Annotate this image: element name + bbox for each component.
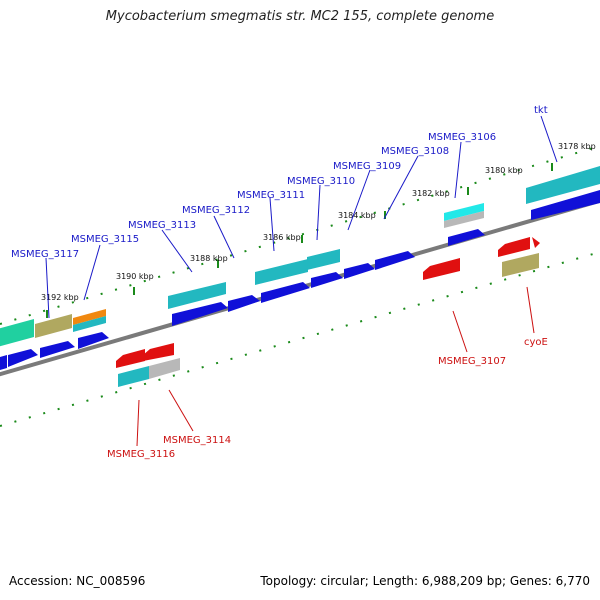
- gene-label: MSMEG_3110: [287, 176, 355, 187]
- gene-cds-cyan: [255, 259, 308, 285]
- gene-cds-blue: [375, 251, 415, 270]
- gene-label: MSMEG_3109: [333, 161, 401, 172]
- gene-cds-blue: [8, 349, 38, 367]
- scale-label: 3186 kbp: [263, 233, 301, 242]
- gene-cds-cyan: [307, 249, 340, 270]
- gene-cds-red: [116, 349, 145, 368]
- gene-cds-red: [423, 258, 460, 280]
- forward-gene-labels: MSMEG_3117 MSMEG_3115 MSMEG_3113 MSMEG_3…: [11, 105, 548, 260]
- gene-cds-cyan: [526, 166, 600, 204]
- gene-label: MSMEG_3114: [163, 435, 231, 446]
- scale-label: 3188 kbp: [190, 254, 228, 263]
- gene-cds-blue: [448, 229, 485, 246]
- scale-label: 3192 kbp: [41, 293, 79, 302]
- gene-cds-blue: [78, 332, 109, 349]
- gene-label: MSMEG_3113: [128, 220, 196, 231]
- gene-cds-blue: [311, 272, 343, 288]
- gene-cds-blue: [0, 355, 7, 371]
- reverse-genes: [116, 237, 540, 387]
- major-ticks: [46, 163, 553, 318]
- reverse-leaders: [136, 286, 535, 447]
- gene-label: MSMEG_3115: [71, 234, 139, 245]
- gene-cds-blue: [261, 282, 310, 303]
- gene-label: MSMEG_3107: [438, 356, 506, 367]
- scale-label: 3190 kbp: [116, 272, 154, 281]
- gene-cds-blue: [531, 190, 600, 220]
- gene-cds-cyan: [444, 203, 484, 221]
- scale-label: 3184 kbp: [338, 211, 376, 220]
- forward-leaders: [45, 115, 558, 319]
- gene-label: MSMEG_3111: [237, 190, 305, 201]
- gene-label: MSMEG_3117: [11, 249, 79, 260]
- reverse-gene-labels: MSMEG_3116 MSMEG_3114 MSMEG_3107 cyoE: [107, 337, 548, 460]
- gene-label: MSMEG_3112: [182, 205, 250, 216]
- gene-cds-blue: [228, 295, 260, 312]
- gene-label: MSMEG_3106: [428, 132, 496, 143]
- gene-cds-cyan-small: [73, 316, 106, 332]
- gene-cds-olive: [502, 253, 539, 277]
- scale-label: 3180 kbp: [485, 166, 523, 175]
- gene-label: cyoE: [524, 337, 548, 348]
- gene-cds-green: [0, 319, 34, 347]
- gene-cds-red: [498, 237, 530, 257]
- scale-label: 3182 kbp: [412, 189, 450, 198]
- gene-cds-blue: [344, 263, 375, 279]
- gene-label: MSMEG_3116: [107, 449, 175, 460]
- gene-label: tkt: [534, 105, 548, 116]
- gene-cds-orange: [73, 309, 106, 325]
- gene-cds-olive: [35, 314, 72, 338]
- gene-cds-grey: [149, 358, 180, 379]
- gene-cds-grey: [444, 211, 484, 228]
- gene-cds-cyan: [118, 366, 149, 387]
- gene-cds-red-small: [532, 237, 540, 248]
- accession-text: Accession: NC_008596: [9, 574, 146, 588]
- gene-cds-blue: [40, 341, 75, 358]
- gene-cds-red: [143, 343, 174, 361]
- gene-cds-cyan: [168, 282, 226, 309]
- map-title: Mycobacterium smegmatis str. MC2 155, co…: [105, 9, 495, 24]
- scale-label: 3178 kbp: [558, 142, 596, 151]
- gene-cds-blue: [172, 302, 228, 326]
- gene-label: MSMEG_3108: [381, 146, 449, 157]
- forward-genes: [0, 166, 600, 371]
- genome-info-text: Topology: circular; Length: 6,988,209 bp…: [260, 574, 590, 588]
